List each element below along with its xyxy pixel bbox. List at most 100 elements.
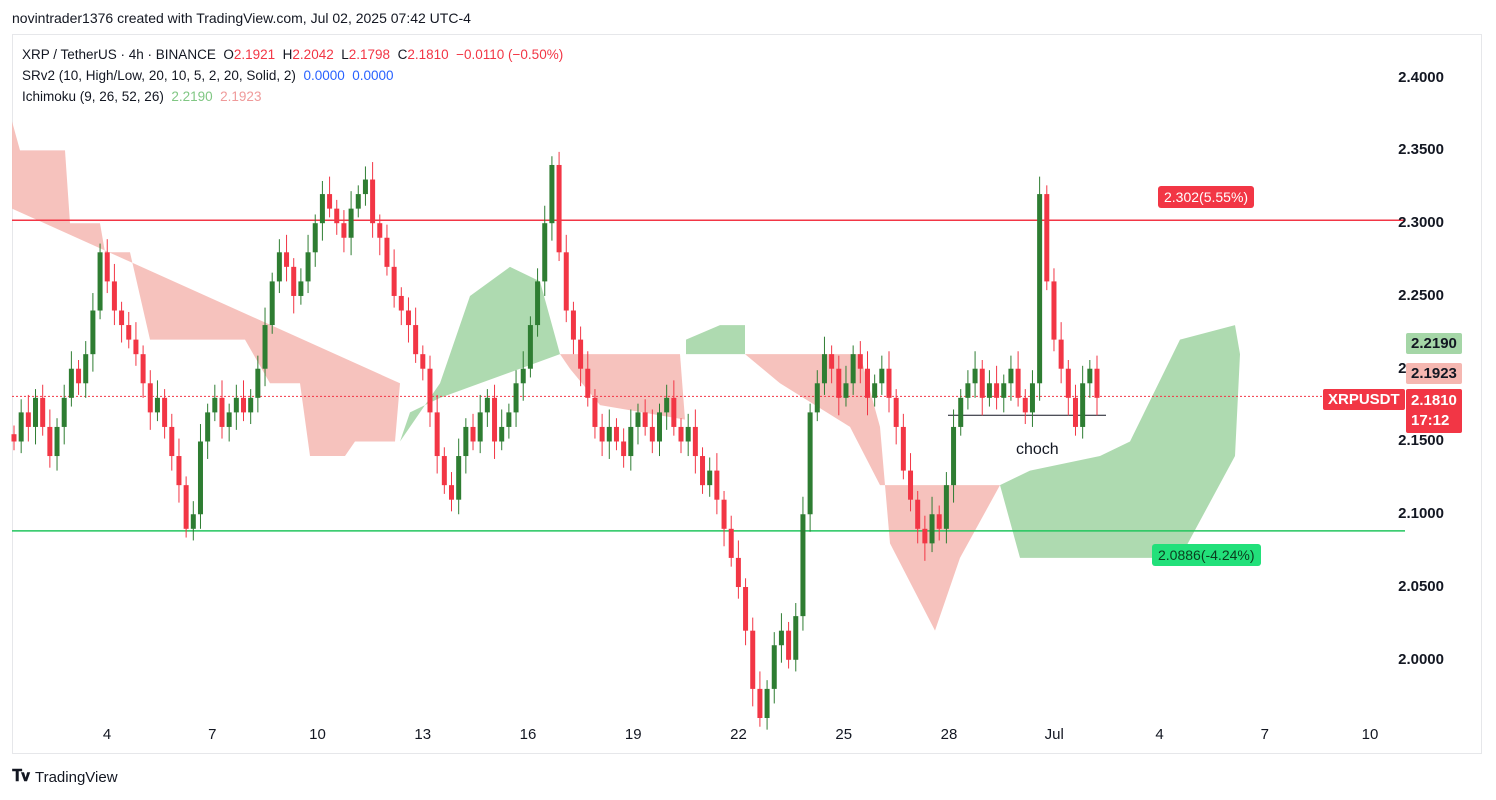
candlesticks bbox=[11, 151, 1100, 730]
candle bbox=[757, 671, 763, 727]
candle-body bbox=[18, 412, 24, 442]
y-tick-label: 2.1000 bbox=[1398, 505, 1444, 523]
candle-body bbox=[449, 485, 455, 500]
candle-body bbox=[1044, 194, 1050, 282]
candle bbox=[556, 151, 562, 262]
candle-body bbox=[362, 179, 368, 195]
candle-body bbox=[685, 426, 691, 442]
candle bbox=[97, 243, 103, 320]
candle-body bbox=[908, 470, 914, 500]
legend-srv2[interactable]: SRv2 (10, High/Low, 20, 10, 5, 2, 20, So… bbox=[22, 68, 296, 83]
x-tick-label: 28 bbox=[940, 726, 958, 743]
candle-body bbox=[879, 368, 885, 384]
candle-body bbox=[814, 383, 820, 413]
candle-body bbox=[800, 514, 806, 617]
candle-body bbox=[54, 426, 60, 457]
candle-body bbox=[477, 412, 483, 442]
legend-ichimoku-row: Ichimoku (9, 26, 52, 26) 2.2190 2.1923 bbox=[22, 86, 563, 107]
candle bbox=[391, 249, 397, 308]
candle bbox=[1072, 384, 1078, 436]
candle-body bbox=[1008, 368, 1014, 384]
x-tick-label: 19 bbox=[624, 726, 642, 743]
candle-body bbox=[255, 368, 261, 398]
chart-frame[interactable] bbox=[12, 34, 1482, 754]
candle-body bbox=[341, 223, 347, 238]
candle-body bbox=[843, 383, 849, 398]
candle bbox=[1029, 370, 1035, 427]
legend-srv2-value-2: 0.0000 bbox=[352, 68, 394, 83]
candle bbox=[355, 185, 361, 218]
candle bbox=[771, 632, 777, 704]
candle-body bbox=[635, 412, 641, 427]
candle bbox=[68, 351, 74, 407]
candle-body bbox=[427, 368, 433, 413]
candle-body bbox=[972, 368, 978, 384]
candle bbox=[104, 239, 110, 294]
candle bbox=[707, 457, 713, 497]
candle-body bbox=[943, 485, 949, 529]
y-tick-label: 2.2500 bbox=[1398, 286, 1444, 304]
candle-body bbox=[621, 441, 627, 457]
candle-body bbox=[922, 528, 928, 544]
candle bbox=[1044, 185, 1050, 291]
candle-body bbox=[592, 397, 598, 427]
candle-body bbox=[692, 426, 698, 457]
candle-body bbox=[1037, 194, 1043, 384]
candle bbox=[1080, 365, 1086, 439]
candle-body bbox=[420, 354, 426, 369]
candle bbox=[578, 326, 584, 387]
candle-body bbox=[707, 470, 713, 486]
candle-body bbox=[513, 383, 519, 413]
candle-body bbox=[1022, 397, 1028, 413]
candle bbox=[377, 214, 383, 256]
candle bbox=[398, 287, 404, 326]
horizontal-levels bbox=[12, 219, 1405, 532]
candle bbox=[1037, 176, 1043, 401]
candle bbox=[958, 389, 964, 436]
candle-body bbox=[305, 252, 311, 282]
candle bbox=[642, 399, 648, 436]
candle bbox=[821, 336, 827, 395]
legend-symbol[interactable]: XRP / TetherUS · 4h · BINANCE bbox=[22, 47, 216, 62]
candle-body bbox=[441, 456, 447, 486]
legend-ichimoku[interactable]: Ichimoku (9, 26, 52, 26) bbox=[22, 89, 164, 104]
x-tick-label: 13 bbox=[414, 726, 432, 743]
candle-body bbox=[499, 426, 505, 442]
candle-body bbox=[520, 368, 526, 384]
candle-body bbox=[434, 412, 440, 457]
x-tick-label: 16 bbox=[519, 726, 537, 743]
y-tick-label: 2.0500 bbox=[1398, 578, 1444, 596]
candle-body bbox=[893, 397, 899, 427]
candle-body bbox=[384, 237, 390, 267]
candle bbox=[800, 496, 806, 631]
candle-body bbox=[1065, 368, 1071, 398]
tradingview-logo-icon[interactable]: 𝐓𝐯 bbox=[12, 768, 30, 785]
candle-body bbox=[786, 630, 792, 660]
candle-body bbox=[377, 223, 383, 238]
candle bbox=[176, 438, 182, 503]
candle-body bbox=[606, 426, 612, 442]
candle bbox=[814, 370, 820, 422]
candle bbox=[1001, 374, 1007, 413]
span-b-badge: 2.1923 bbox=[1406, 363, 1462, 384]
candle bbox=[671, 380, 677, 436]
candle bbox=[743, 578, 749, 646]
candle bbox=[585, 351, 591, 407]
candle-body bbox=[642, 412, 648, 427]
candle-body bbox=[829, 354, 835, 369]
x-tick-label: 4 bbox=[1155, 726, 1164, 743]
candle-body bbox=[298, 281, 304, 296]
candle-body bbox=[398, 295, 404, 311]
footer-brand[interactable]: TradingView bbox=[34, 768, 118, 786]
legend-symbol-row: XRP / TetherUS · 4h · BINANCE O2.1921 H2… bbox=[22, 44, 563, 65]
lower-target-label: 2.0886(-4.24%) bbox=[1152, 544, 1261, 566]
candle bbox=[836, 355, 842, 416]
candle-body bbox=[857, 354, 863, 369]
candle-body bbox=[628, 426, 634, 457]
y-tick-label: 2.0000 bbox=[1398, 650, 1444, 668]
candle-body bbox=[1087, 368, 1093, 384]
candle-body bbox=[986, 383, 992, 398]
x-tick-label: 7 bbox=[208, 726, 217, 743]
candle bbox=[692, 409, 698, 474]
